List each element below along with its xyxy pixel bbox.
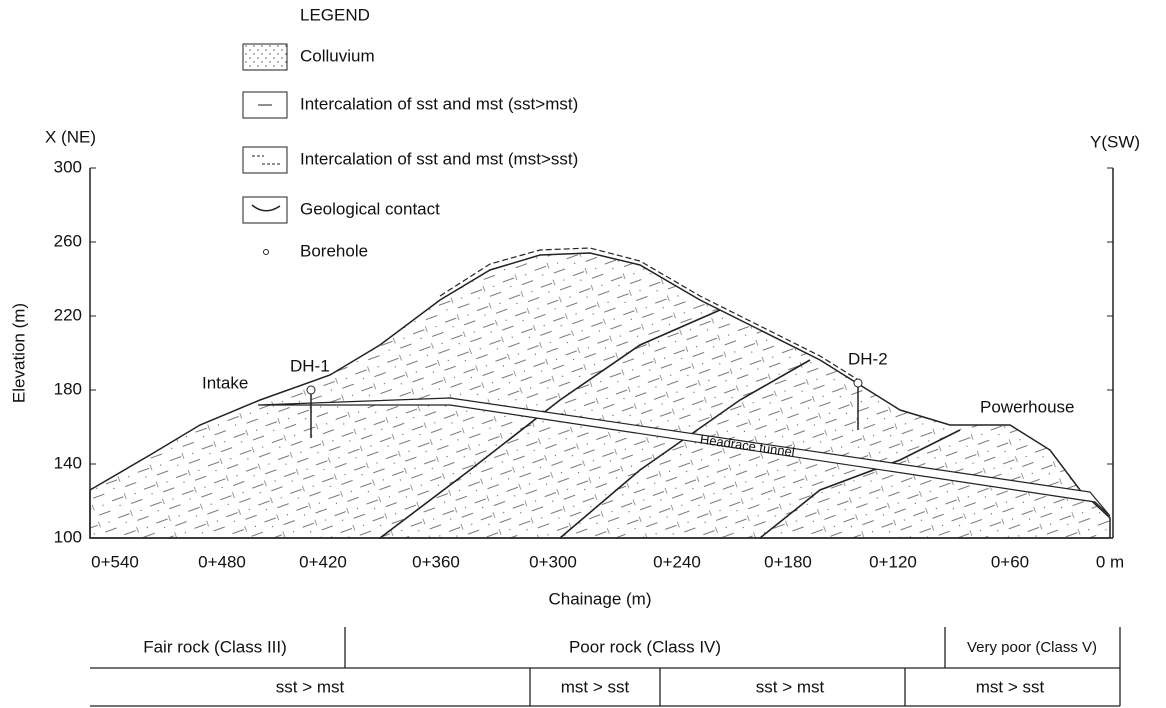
x-tick-label: 0+180 (764, 552, 812, 571)
axis-title: Elevation (m) (9, 303, 28, 403)
legend-label: Geological contact (300, 199, 440, 218)
axis-label: X (NE) (45, 127, 96, 146)
y-tick-label: 260 (54, 231, 82, 250)
table-cell: Fair rock (Class III) (143, 637, 287, 656)
axis-title: Chainage (m) (549, 589, 652, 608)
table-cell: sst > mst (756, 677, 825, 696)
table-cell: mst > sst (976, 677, 1045, 696)
annotation: Powerhouse (980, 397, 1075, 416)
legend-label: Intercalation of sst and mst (sst>mst) (300, 94, 578, 113)
borehole (307, 386, 315, 394)
legend-icon (243, 147, 287, 173)
x-tick-label: 0+300 (529, 552, 577, 571)
x-tick-label: 0+60 (991, 552, 1029, 571)
annotation: DH-1 (290, 356, 330, 375)
y-tick-label: 220 (54, 305, 82, 324)
legend-icon (243, 44, 287, 70)
y-tick-label: 300 (54, 157, 82, 176)
legend-title: LEGEND (300, 5, 370, 24)
annotation: DH-2 (848, 349, 888, 368)
x-tick-label: 0+360 (412, 552, 460, 571)
legend-icon (264, 250, 269, 255)
table-cell: Very poor (Class V) (967, 639, 1097, 656)
legend-label: Borehole (300, 241, 368, 260)
table-cell: Poor rock (Class IV) (569, 637, 721, 656)
terrain (90, 253, 1110, 538)
axis-label: Y(SW) (1090, 132, 1140, 151)
x-tick-label: 0+120 (869, 552, 917, 571)
cross-section: LEGEND Colluvium Intercalation of sst an… (0, 0, 1166, 708)
y-tick-label: 100 (54, 527, 82, 546)
table-cell: mst > sst (561, 677, 630, 696)
x-tick-label: 0+480 (198, 552, 246, 571)
x-tick-label: 0+420 (299, 552, 347, 571)
x-tick-label: 0+540 (91, 552, 139, 571)
y-tick-label: 180 (54, 379, 82, 398)
annotation: Intake (202, 373, 248, 392)
y-tick-label: 140 (54, 453, 82, 472)
legend-icon (252, 205, 280, 211)
legend-label: Intercalation of sst and mst (mst>sst) (300, 149, 578, 168)
borehole (854, 379, 862, 387)
x-tick-label: 0 m (1096, 552, 1124, 571)
legend-label: Colluvium (300, 46, 375, 65)
x-tick-label: 0+240 (653, 552, 701, 571)
table-cell: sst > mst (276, 677, 345, 696)
